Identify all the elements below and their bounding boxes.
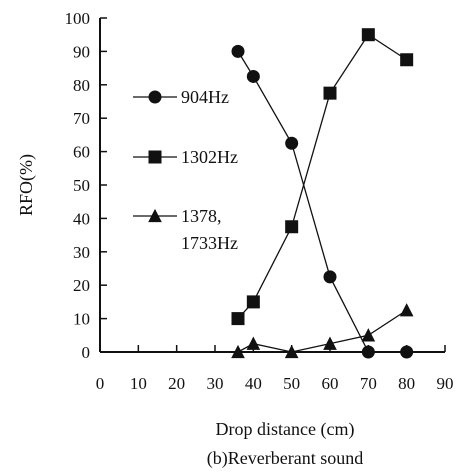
legend-label: 1733Hz <box>181 233 238 253</box>
y-tick-label: 0 <box>82 343 91 362</box>
data-point-circle <box>323 270 337 284</box>
data-point-triangle <box>284 344 299 359</box>
series-markers <box>231 28 414 359</box>
data-point-triangle <box>246 336 261 350</box>
y-tick-label: 90 <box>73 42 90 61</box>
data-point-square <box>361 28 375 42</box>
legend-label: 904Hz <box>181 87 229 107</box>
y-tick-label: 50 <box>73 176 90 195</box>
x-tick-label: 90 <box>437 374 454 393</box>
data-point-circle <box>246 69 260 83</box>
x-tick-label: 0 <box>96 374 105 393</box>
chart-caption: (b)Reverberant sound <box>207 448 363 469</box>
data-point-triangle <box>231 344 245 359</box>
legend: 904Hz 1302Hz 1378, 1733Hz <box>133 87 238 253</box>
x-tick-label: 30 <box>207 374 224 393</box>
data-point-triangle <box>399 303 414 317</box>
x-tick-label: 60 <box>322 374 339 393</box>
legend-label: 1378, <box>181 206 222 226</box>
axes <box>99 18 445 353</box>
y-tick-label: 60 <box>73 143 90 162</box>
x-tick-label: 50 <box>283 374 300 393</box>
data-point-square <box>231 312 245 326</box>
legend-label: 1302Hz <box>181 147 238 167</box>
data-point-circle <box>361 345 375 359</box>
data-point-triangle <box>361 328 376 342</box>
data-point-square <box>246 295 260 309</box>
y-ticks: 0 10 20 30 40 50 60 70 80 90 100 <box>65 9 107 362</box>
legend-marker-triangle <box>148 208 162 223</box>
y-tick-label: 100 <box>65 9 91 28</box>
data-point-circle <box>285 136 299 150</box>
x-tick-label: 80 <box>398 374 415 393</box>
data-point-square <box>400 53 414 67</box>
y-tick-label: 70 <box>73 109 90 128</box>
data-point-square <box>323 86 337 100</box>
series-line-1 <box>237 33 408 320</box>
data-point-triangle <box>323 336 337 350</box>
x-axis-label: Drop distance (cm) <box>216 419 355 440</box>
data-point-circle <box>231 44 245 58</box>
y-tick-label: 40 <box>73 209 90 228</box>
y-tick-label: 20 <box>73 276 90 295</box>
data-point-square <box>285 220 299 234</box>
x-tick-label: 10 <box>130 374 147 393</box>
series-line-2 <box>237 309 408 353</box>
data-point-circle <box>400 345 414 359</box>
x-tick-label: 20 <box>168 374 185 393</box>
x-tick-label: 70 <box>360 374 377 393</box>
legend-marker-circle <box>148 90 162 104</box>
series-lines <box>237 33 408 353</box>
series-line-0 <box>237 51 407 353</box>
y-axis-label: RFO(%) <box>16 154 37 216</box>
y-tick-label: 10 <box>73 310 90 329</box>
legend-marker-square <box>148 150 162 164</box>
y-tick-label: 80 <box>73 76 90 95</box>
y-tick-label: 30 <box>73 243 90 262</box>
x-tick-label: 40 <box>245 374 262 393</box>
